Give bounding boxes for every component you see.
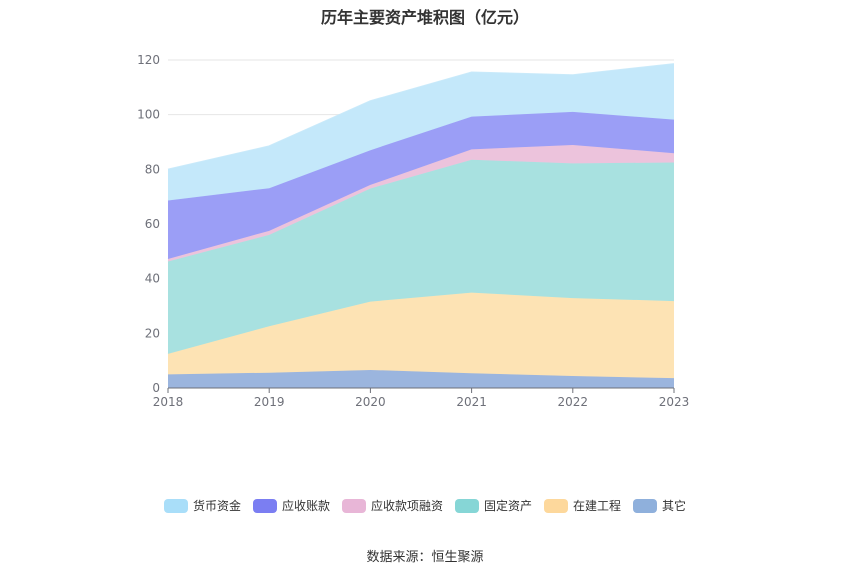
legend-item[interactable]: 货币资金 [163,497,241,514]
legend-label: 应收账款 [281,499,330,513]
legend-label: 在建工程 [573,499,622,513]
y-tick-label: 20 [145,326,160,340]
legend: 货币资金 应收账款 应收款项融资 固定资产 在建工程 其它 [0,497,850,514]
legend-item[interactable]: 应收账款 [252,497,330,514]
legend-label: 其它 [662,499,687,513]
area-series [167,63,675,388]
chart-title: 历年主要资产堆积图（亿元） [320,8,529,27]
area-series-固定资产 [168,159,674,354]
legend-item[interactable]: 固定资产 [455,497,532,514]
legend-swatch [252,498,277,513]
legend-item[interactable]: 在建工程 [544,497,621,514]
y-tick-label: 60 [145,217,160,231]
x-tick-label: 2018 [153,395,184,409]
data-source-note: 数据来源：恒生聚源 [366,550,484,565]
x-tick-label: 2019 [254,395,285,409]
y-tick-label: 100 [137,108,160,122]
x-tick-label: 2021 [456,395,487,409]
y-tick-label: 120 [137,53,160,67]
legend-label: 固定资产 [484,499,533,513]
legend-item[interactable]: 应收款项融资 [341,497,443,514]
area-edge-货币资金 [167,63,675,171]
legend-swatch [455,498,479,513]
legend-swatch [341,498,366,513]
area-series-货币资金 [168,63,674,201]
legend-swatch [633,498,658,513]
area-series-其它 [168,369,674,388]
x-tick-label: 2020 [355,395,386,409]
area-series-应收账款 [168,111,674,259]
legend-swatch [544,498,569,513]
y-tick-label: 40 [145,272,160,286]
x-tick-label: 2023 [659,395,690,409]
x-tick-label: 2022 [558,395,589,409]
y-tick-label: 80 [145,162,160,176]
axes: 0 20 40 60 80 100 120 2018 2019 2020 2021 2022 2023 [137,53,689,409]
y-tick-label: 0 [152,381,160,395]
legend-swatch [163,498,188,513]
legend-label: 应收款项融资 [370,499,443,513]
area-series-在建工程 [168,292,674,379]
legend-item[interactable]: 其它 [633,497,686,514]
area-series-应收款项融资 [168,145,674,262]
legend-label: 货币资金 [192,499,241,513]
